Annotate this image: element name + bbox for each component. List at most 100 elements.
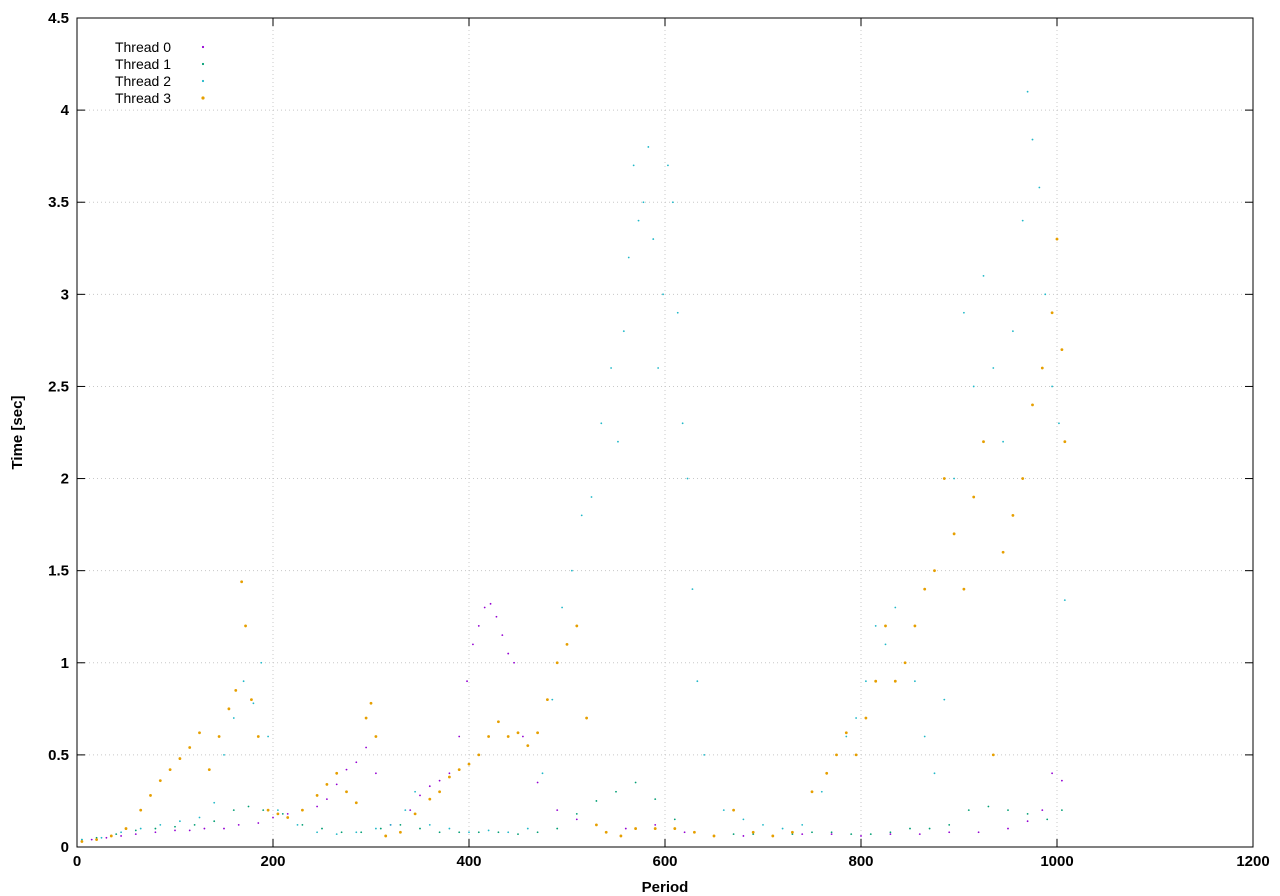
data-point xyxy=(825,771,829,775)
data-point xyxy=(507,652,510,655)
data-point xyxy=(399,830,402,834)
data-point xyxy=(281,812,284,815)
data-point xyxy=(801,833,804,836)
data-point xyxy=(335,783,338,786)
data-point xyxy=(676,311,679,314)
data-point xyxy=(632,164,635,167)
data-point xyxy=(179,820,181,823)
data-point xyxy=(595,823,598,827)
data-point xyxy=(466,680,468,683)
data-point xyxy=(619,834,623,838)
x-tick-label: 800 xyxy=(848,853,873,870)
data-point xyxy=(316,831,318,834)
data-point xyxy=(286,812,289,815)
data-point xyxy=(257,822,260,824)
data-point xyxy=(1007,809,1009,812)
data-point xyxy=(555,661,559,665)
data-point xyxy=(526,827,529,830)
y-tick-label: 2.5 xyxy=(48,378,69,395)
data-point xyxy=(321,827,323,830)
data-point xyxy=(604,830,608,834)
data-point xyxy=(571,569,573,572)
data-point xyxy=(168,768,172,772)
data-point xyxy=(580,514,583,517)
data-point xyxy=(952,532,956,536)
data-point xyxy=(178,757,182,760)
data-point xyxy=(1055,237,1059,241)
data-point xyxy=(918,833,921,836)
data-point xyxy=(657,367,660,369)
data-point xyxy=(1063,440,1067,444)
data-point xyxy=(565,642,569,646)
data-point xyxy=(617,440,619,443)
data-point xyxy=(217,735,221,738)
data-point xyxy=(234,689,238,692)
data-point xyxy=(933,569,936,573)
data-point xyxy=(575,812,578,815)
data-point xyxy=(384,834,388,838)
data-point xyxy=(615,790,617,793)
data-point xyxy=(972,495,976,499)
data-point xyxy=(414,790,416,793)
data-point xyxy=(355,831,358,834)
data-point xyxy=(654,823,657,826)
data-point xyxy=(1026,812,1029,815)
data-point xyxy=(943,698,946,701)
data-point xyxy=(1031,403,1034,407)
data-point xyxy=(914,680,916,683)
data-point xyxy=(374,735,378,738)
data-point xyxy=(472,643,474,646)
legend-marker xyxy=(201,79,205,83)
data-point xyxy=(884,624,887,628)
data-point xyxy=(335,771,339,775)
data-point xyxy=(742,818,745,821)
data-point xyxy=(375,827,377,830)
data-point xyxy=(634,827,637,830)
data-point xyxy=(923,587,927,591)
data-point xyxy=(923,735,926,738)
data-point xyxy=(267,735,269,738)
data-point xyxy=(213,820,216,823)
data-point xyxy=(1012,330,1014,333)
data-point xyxy=(624,827,627,830)
data-point xyxy=(1058,422,1060,425)
legend-marker xyxy=(201,62,205,66)
data-point xyxy=(854,753,858,757)
data-point xyxy=(345,790,348,794)
data-point xyxy=(575,818,578,821)
data-point xyxy=(457,768,461,772)
data-point xyxy=(419,827,421,830)
y-tick-label: 3.5 xyxy=(48,194,69,211)
data-point xyxy=(375,772,377,775)
data-point xyxy=(272,816,274,819)
legend-label: Thread 0 xyxy=(115,39,171,55)
data-point xyxy=(109,834,113,838)
data-point xyxy=(345,768,348,771)
data-point xyxy=(595,800,598,802)
data-point xyxy=(610,367,612,369)
y-tick-label: 4.5 xyxy=(48,10,69,27)
data-point xyxy=(365,746,367,749)
data-point xyxy=(992,367,995,369)
tick-labels: 0 200 400 600 800 1000 1200 0 0.5 1 1.5 2 2.5 3 3.5 4 4.… xyxy=(48,10,1270,870)
data-point xyxy=(489,602,492,605)
data-point xyxy=(517,833,519,836)
data-point xyxy=(551,698,554,701)
data-point xyxy=(642,201,645,204)
data-point xyxy=(751,830,755,834)
data-point xyxy=(1041,809,1044,812)
data-point xyxy=(1026,820,1029,823)
data-point xyxy=(903,661,907,665)
data-point xyxy=(260,661,263,664)
legend-marker xyxy=(201,45,205,49)
x-axis-title: Period xyxy=(642,879,689,896)
data-point xyxy=(1063,599,1066,602)
y-tick-label: 4 xyxy=(61,102,70,119)
data-point xyxy=(301,808,304,812)
data-point xyxy=(419,794,421,797)
data-point xyxy=(340,831,343,834)
data-point xyxy=(811,831,813,834)
data-point xyxy=(889,831,892,834)
data-point xyxy=(963,311,965,314)
x-tick-label: 0 xyxy=(73,853,81,870)
